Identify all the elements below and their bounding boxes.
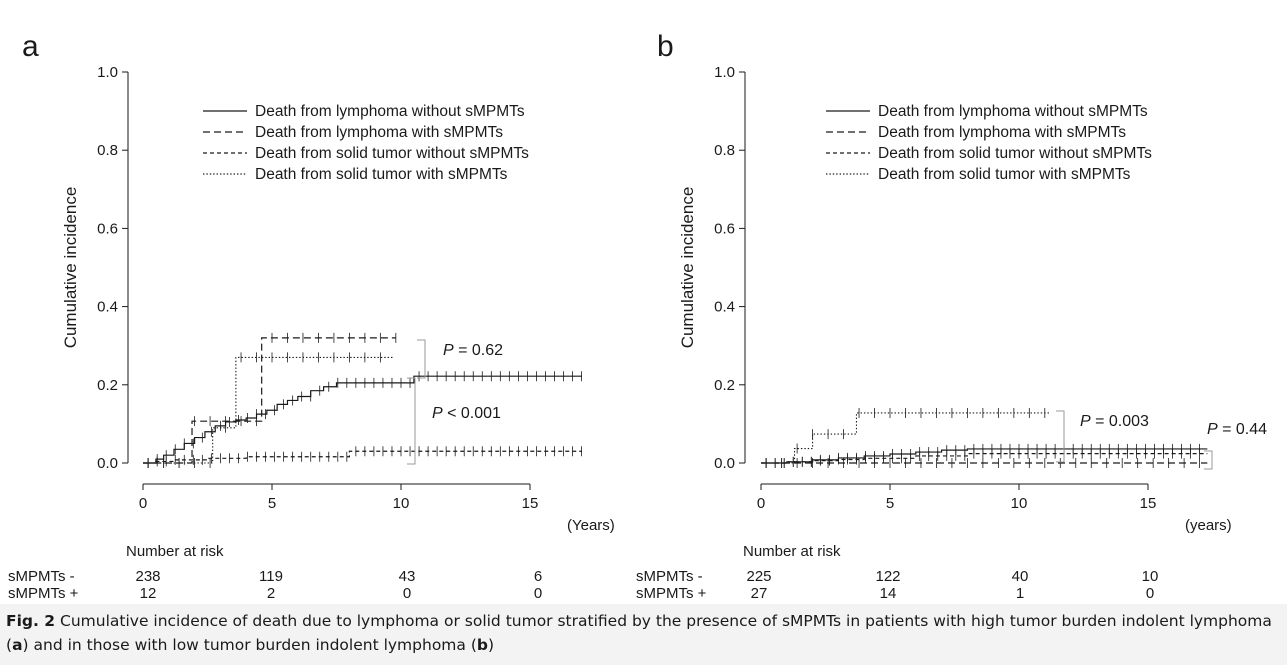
x-tick-label: 5 (268, 495, 276, 512)
caption-background (0, 604, 1287, 665)
caption-part: a (12, 636, 23, 654)
caption-part: Cumulative incidence of death due to lym… (6, 612, 1272, 654)
p-value-bracket (1056, 410, 1065, 463)
p-value-text: < 0.001 (443, 405, 501, 422)
x-unit-label: (years) (1185, 517, 1232, 534)
legend-entry: Death from solid tumor with sMPMTs (255, 166, 508, 183)
caption-part: ) (487, 636, 495, 654)
p-value-annotation: P = 0.62 (443, 342, 503, 359)
caption-part: ) and in those with low tumor burden ind… (22, 636, 477, 654)
legend-entry: Death from solid tumor without sMPMTs (255, 145, 529, 162)
y-tick-label: 1.0 (714, 64, 735, 81)
p-value-annotation: P < 0.001 (432, 405, 501, 422)
panel-label: a (22, 30, 39, 63)
legend-entry: Death from solid tumor without sMPMTs (878, 145, 1152, 162)
p-value-text: = 0.44 (1218, 421, 1267, 438)
figure-caption: Fig. 2 Cumulative incidence of death due… (6, 609, 1278, 657)
risk-value: 0 (403, 585, 411, 602)
risk-value: 1 (1016, 585, 1024, 602)
series-line (761, 448, 1208, 464)
panel-a: a 0.0 0.2 0.4 0.6 0.8 1.0 Cumulative incidence 0… (8, 30, 615, 602)
legend-entry: Death from lymphoma with sMPMTs (255, 124, 503, 141)
x-tick-label: 0 (139, 495, 147, 512)
x-unit-label: (Years) (567, 517, 615, 534)
p-symbol: P (1207, 421, 1218, 438)
series-line (143, 356, 394, 464)
y-tick-label: 0.6 (714, 220, 735, 237)
p-symbol: P (432, 405, 443, 422)
y-tick-label: 0.4 (714, 299, 735, 316)
legend-entry: Death from lymphoma without sMPMTs (255, 103, 525, 120)
caption-label: Fig. 2 (6, 612, 56, 630)
risk-value: 40 (1012, 568, 1029, 585)
y-tick-label: 0.0 (714, 455, 735, 472)
x-tick-label: 10 (393, 495, 410, 512)
series-line (143, 375, 582, 464)
x-tick-label: 10 (1011, 495, 1028, 512)
panel-label: b (657, 30, 674, 63)
p-value-bracket (407, 377, 416, 465)
series-line (761, 412, 1050, 464)
risk-value: 6 (534, 568, 542, 585)
x-tick-label: 5 (886, 495, 894, 512)
y-tick-label: 0.2 (97, 377, 118, 394)
risk-table-title: Number at risk (126, 543, 224, 560)
risk-value: 225 (746, 568, 771, 585)
y-tick-label: 0.6 (97, 220, 118, 237)
risk-value: 2 (267, 585, 275, 602)
risk-value: 27 (751, 585, 768, 602)
x-tick-label: 0 (757, 495, 765, 512)
risk-value: 0 (1146, 585, 1154, 602)
series-line (143, 450, 582, 464)
risk-row-label: sMPMTs - (8, 568, 75, 585)
y-axis-label: Cumulative incidence (678, 187, 697, 349)
p-symbol: P (443, 342, 454, 359)
y-tick-label: 0.2 (714, 377, 735, 394)
y-tick-label: 0.8 (97, 142, 118, 159)
risk-value: 14 (880, 585, 897, 602)
y-tick-label: 0.0 (97, 455, 118, 472)
risk-value: 119 (259, 568, 283, 585)
risk-row-label: sMPMTs + (636, 585, 707, 602)
series-line (143, 337, 396, 464)
caption-part: b (476, 636, 488, 654)
risk-row-label: sMPMTs - (636, 568, 703, 585)
risk-value: 43 (399, 568, 416, 585)
legend-entry: Death from solid tumor with sMPMTs (878, 166, 1131, 183)
y-axis-label: Cumulative incidence (61, 187, 80, 349)
p-value-annotation: P = 0.003 (1080, 413, 1149, 430)
panel-b: b 0.0 0.2 0.4 0.6 0.8 1.0 Cumulative incidence 0… (636, 30, 1267, 602)
p-value-bracket (417, 339, 426, 379)
risk-value: 12 (140, 585, 157, 602)
risk-value: 10 (1142, 568, 1159, 585)
x-tick-label: 15 (1140, 495, 1157, 512)
risk-value: 238 (135, 568, 160, 585)
legend-entry: Death from lymphoma with sMPMTs (878, 124, 1126, 141)
y-tick-label: 1.0 (97, 64, 118, 81)
p-value-bracket (1204, 450, 1213, 470)
y-tick-label: 0.8 (714, 142, 735, 159)
x-tick-label: 15 (522, 495, 539, 512)
risk-row-label: sMPMTs + (8, 585, 79, 602)
p-value-text: = 0.003 (1091, 413, 1149, 430)
p-symbol: P (1080, 413, 1091, 430)
risk-table-title: Number at risk (743, 543, 841, 560)
risk-value: 122 (875, 568, 900, 585)
series-line (761, 453, 1208, 464)
p-value-annotation: P = 0.44 (1207, 421, 1267, 438)
risk-value: 0 (534, 585, 542, 602)
legend-entry: Death from lymphoma without sMPMTs (878, 103, 1148, 120)
caption-text: Cumulative incidence of death due to lym… (6, 612, 1272, 654)
y-tick-label: 0.4 (97, 299, 118, 316)
p-value-text: = 0.62 (454, 342, 503, 359)
